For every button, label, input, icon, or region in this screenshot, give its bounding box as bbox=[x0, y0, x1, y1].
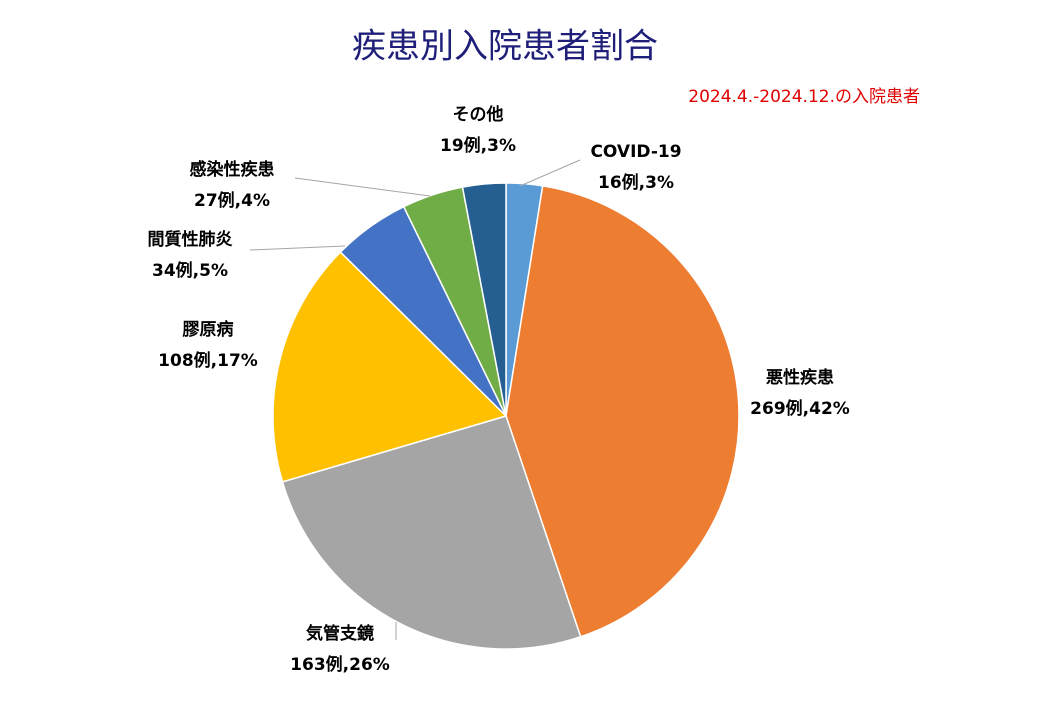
slice-label: 悪性疾患 bbox=[766, 367, 834, 388]
slice-label: 間質性肺炎 bbox=[148, 229, 233, 250]
slice-label: その他 bbox=[453, 104, 504, 125]
value-label: 34例,5% bbox=[152, 260, 228, 281]
leader-line bbox=[519, 159, 581, 187]
leader-line bbox=[294, 177, 431, 197]
slice-label: 膠原病 bbox=[183, 319, 234, 340]
slice-label: 気管支鏡 bbox=[305, 623, 374, 644]
slice-label: 感染性疾患 bbox=[190, 159, 275, 180]
pie-slice bbox=[461, 182, 507, 417]
value-label: 27例,4% bbox=[194, 190, 270, 211]
value-label: 163例,26% bbox=[290, 654, 390, 675]
value-label: 269例,42% bbox=[750, 398, 850, 419]
pie-slice bbox=[272, 250, 508, 483]
value-label: 19例,3% bbox=[440, 135, 516, 156]
pie-slice bbox=[281, 415, 582, 650]
leader-line bbox=[249, 245, 346, 251]
chart-subtitle: 2024.4.-2024.12.の入院患者 bbox=[688, 87, 920, 107]
slice-label: COVID-19 bbox=[590, 142, 681, 162]
chart-title: 疾患別入院患者割合 bbox=[352, 27, 658, 67]
value-label: 16例,3% bbox=[598, 172, 674, 193]
value-label: 108例,17% bbox=[158, 350, 258, 371]
pie-slice bbox=[505, 185, 740, 638]
